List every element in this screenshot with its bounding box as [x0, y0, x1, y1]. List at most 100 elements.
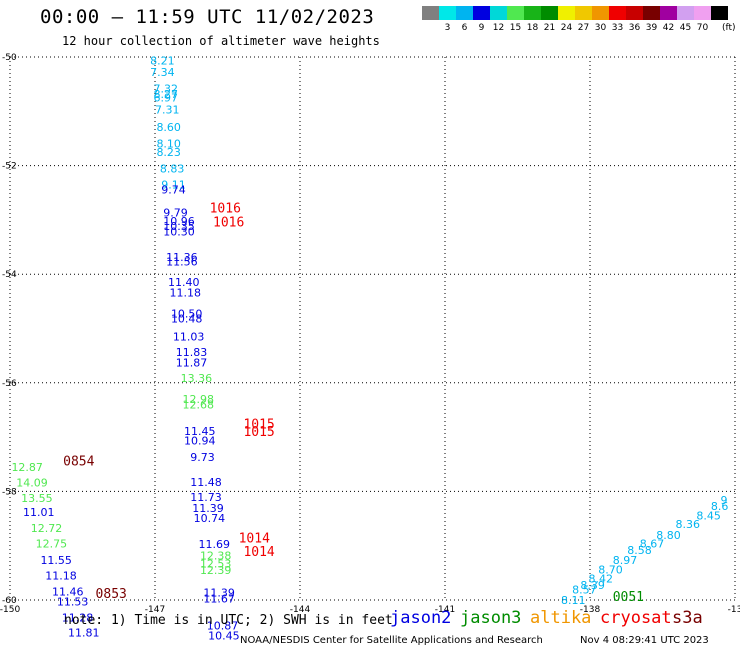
scale-label: 12 — [492, 23, 505, 33]
wave-height-label: 11.83 — [176, 346, 208, 359]
pass-time-label: 0854 — [63, 454, 94, 469]
pass-time-label: 1014 — [243, 545, 274, 560]
scale-label: 39 — [645, 23, 658, 33]
page-title: 00:00 – 11:59 UTC 11/02/2023 — [40, 6, 375, 28]
wave-height-label: 8.27 — [154, 88, 179, 101]
scale-swatch — [626, 6, 643, 20]
satellite-legend-s3a: s3a — [672, 608, 703, 628]
wave-height-label: 8.11 — [561, 594, 586, 607]
wave-height-label: 11.40 — [168, 276, 200, 289]
pass-time-label: 0051 — [613, 590, 644, 605]
y-tick-label: -50 — [2, 53, 17, 63]
scale-swatch — [592, 6, 609, 20]
wave-height-label: 9 — [721, 494, 728, 507]
satellite-legend-jason2: jason2 — [390, 608, 452, 628]
scale-swatch — [456, 6, 473, 20]
wave-height-label: 12.53 — [200, 558, 232, 571]
wave-height-label: 8.6 — [711, 500, 729, 513]
wave-height-label: 9.73 — [190, 451, 215, 464]
wave-height-label: 8.39 — [580, 579, 605, 592]
wave-height-label: 10.35 — [163, 220, 195, 233]
wave-height-label: 8.70 — [598, 564, 623, 577]
x-tick-label: -141 — [435, 605, 455, 615]
wave-height-label: 12.68 — [183, 399, 215, 412]
wave-height-label: 8.36 — [676, 518, 701, 531]
wave-height-label: 11.45 — [184, 425, 216, 438]
wave-height-label: 13.55 — [21, 492, 53, 505]
wave-height-label: 8.80 — [656, 529, 681, 542]
wave-height-label: 10.74 — [194, 512, 226, 525]
wave-height-label: 10.96 — [163, 215, 195, 228]
wave-height-label: 11.01 — [23, 506, 55, 519]
wave-height-label: 7.34 — [150, 66, 175, 79]
wave-height-label: 12.98 — [183, 393, 215, 406]
scale-label: 45 — [679, 23, 692, 33]
pass-time-label: 1016 — [210, 201, 241, 216]
scale-swatch — [694, 6, 711, 20]
wave-height-label: 6.97 — [154, 92, 179, 105]
wave-height-label: 11.87 — [176, 357, 208, 370]
wave-height-label: 11.69 — [199, 538, 231, 551]
wave-height-label: 8.23 — [156, 146, 181, 159]
wave-height-label: 12.87 — [11, 461, 43, 474]
scale-label: 70 — [696, 23, 709, 33]
wave-height-label: 12.38 — [200, 549, 232, 562]
scale-unit: (ft) — [722, 23, 736, 33]
wave-height-label: 10.30 — [163, 225, 195, 238]
scale-swatch — [541, 6, 558, 20]
wave-height-label: 11.28 — [62, 611, 94, 624]
wave-height-label: 10.45 — [208, 629, 240, 642]
pass-time-label: 1015 — [243, 425, 274, 440]
scale-label: 30 — [594, 23, 607, 33]
scale-label: 9 — [478, 23, 485, 33]
y-tick-label: -52 — [2, 162, 17, 172]
wave-height-label: 11.67 — [203, 592, 235, 605]
scale-label: 36 — [628, 23, 641, 33]
wave-height-label: 12.72 — [31, 522, 63, 535]
wave-height-label: 11.39 — [192, 502, 224, 515]
satellite-legend-jason3: jason3 — [460, 608, 522, 628]
generated-timestamp: Nov 4 08:29:41 UTC 2023 — [580, 635, 709, 646]
wave-height-label: 11.53 — [57, 596, 88, 609]
scale-label: 21 — [543, 23, 556, 33]
y-tick-label: -56 — [2, 379, 17, 389]
wave-height-label: 11.73 — [190, 491, 222, 504]
credit-line: NOAA/NESDIS Center for Satellite Applica… — [240, 635, 543, 646]
x-tick-label: -138 — [580, 605, 601, 615]
wave-height-label: 9.74 — [161, 183, 186, 196]
scale-swatch — [490, 6, 507, 20]
wave-height-label: 10.48 — [171, 313, 203, 326]
pass-time-label: 1016 — [213, 216, 244, 231]
scale-swatch — [507, 6, 524, 20]
wave-height-label: 11.81 — [68, 627, 100, 640]
scale-label: 3 — [444, 23, 451, 33]
wave-height-label: 11.55 — [40, 554, 71, 567]
wave-height-label: 8.10 — [156, 137, 181, 150]
wave-height-label: 8.57 — [572, 584, 597, 597]
scale-swatch — [422, 6, 439, 20]
wave-height-label: 8.58 — [627, 544, 652, 557]
scale-swatch — [575, 6, 592, 20]
pass-time-label: 1015 — [243, 418, 274, 433]
scale-swatch — [473, 6, 490, 20]
scale-label: 6 — [461, 23, 468, 33]
wave-height-label: 10.87 — [207, 620, 239, 633]
scale-swatch — [558, 6, 575, 20]
y-tick-label: -60 — [2, 596, 17, 606]
x-tick-label: -13 — [728, 605, 740, 615]
wave-height-label: 10.50 — [171, 307, 203, 320]
wave-height-label: 7.31 — [155, 104, 180, 117]
y-tick-label: -54 — [2, 270, 17, 280]
wave-height-label: 14.09 — [16, 477, 48, 490]
scale-swatch — [643, 6, 660, 20]
y-tick-label: -58 — [2, 487, 17, 497]
wave-height-label: 9.79 — [163, 206, 188, 219]
wave-height-label: 11.36 — [166, 251, 198, 264]
pass-time-label: 1014 — [239, 532, 270, 547]
x-tick-label: -150 — [0, 605, 20, 615]
wave-height-label: 8.21 — [150, 54, 175, 67]
wave-height-label: 12.75 — [36, 538, 68, 551]
wave-height-label: 7.32 — [154, 82, 179, 95]
pass-time-label: 0853 — [96, 587, 127, 602]
wave-height-label: 11.39 — [203, 586, 235, 599]
